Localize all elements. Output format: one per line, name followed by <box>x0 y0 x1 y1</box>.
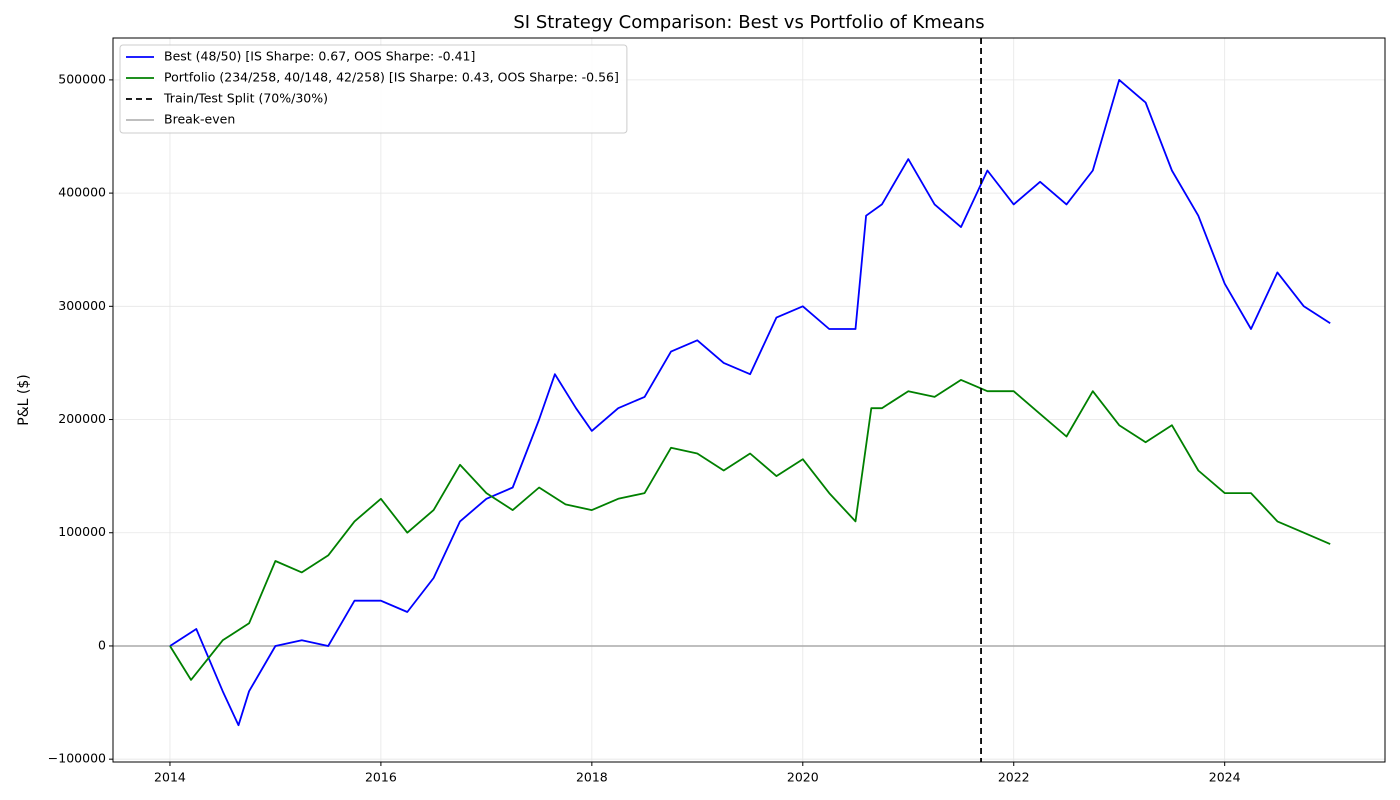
legend-label: Best (48/50) [IS Sharpe: 0.67, OOS Sharp… <box>164 49 475 64</box>
y-axis-label: P&L ($) <box>16 374 32 425</box>
legend-label: Train/Test Split (70%/30%) <box>163 91 328 106</box>
x-tick-label: 2018 <box>576 770 608 785</box>
legend-box <box>119 44 628 134</box>
y-tick-label: −100000 <box>48 751 106 766</box>
y-tick-label: 100000 <box>58 524 106 539</box>
legend-label: Break-even <box>164 112 235 127</box>
legend: Best (48/50) [IS Sharpe: 0.67, OOS Sharp… <box>119 44 628 134</box>
y-tick-label: 300000 <box>58 298 106 313</box>
y-tick-label: 200000 <box>58 411 106 426</box>
series-line <box>169 79 1331 727</box>
x-tick-label: 2022 <box>998 770 1030 785</box>
y-tick-label: 400000 <box>58 185 106 200</box>
y-tick-label: 500000 <box>58 71 106 86</box>
x-tick-label: 2020 <box>787 770 819 785</box>
series-line <box>169 379 1331 681</box>
y-tick-label: 0 <box>98 637 106 652</box>
plot-frame <box>112 37 1386 763</box>
chart-title: SI Strategy Comparison: Best vs Portfoli… <box>513 12 984 33</box>
x-tick-label: 2016 <box>365 770 397 785</box>
legend-label: Portfolio (234/258, 40/148, 42/258) [IS … <box>164 70 619 85</box>
x-tick-label: 2024 <box>1209 770 1241 785</box>
x-tick-label: 2014 <box>154 770 186 785</box>
